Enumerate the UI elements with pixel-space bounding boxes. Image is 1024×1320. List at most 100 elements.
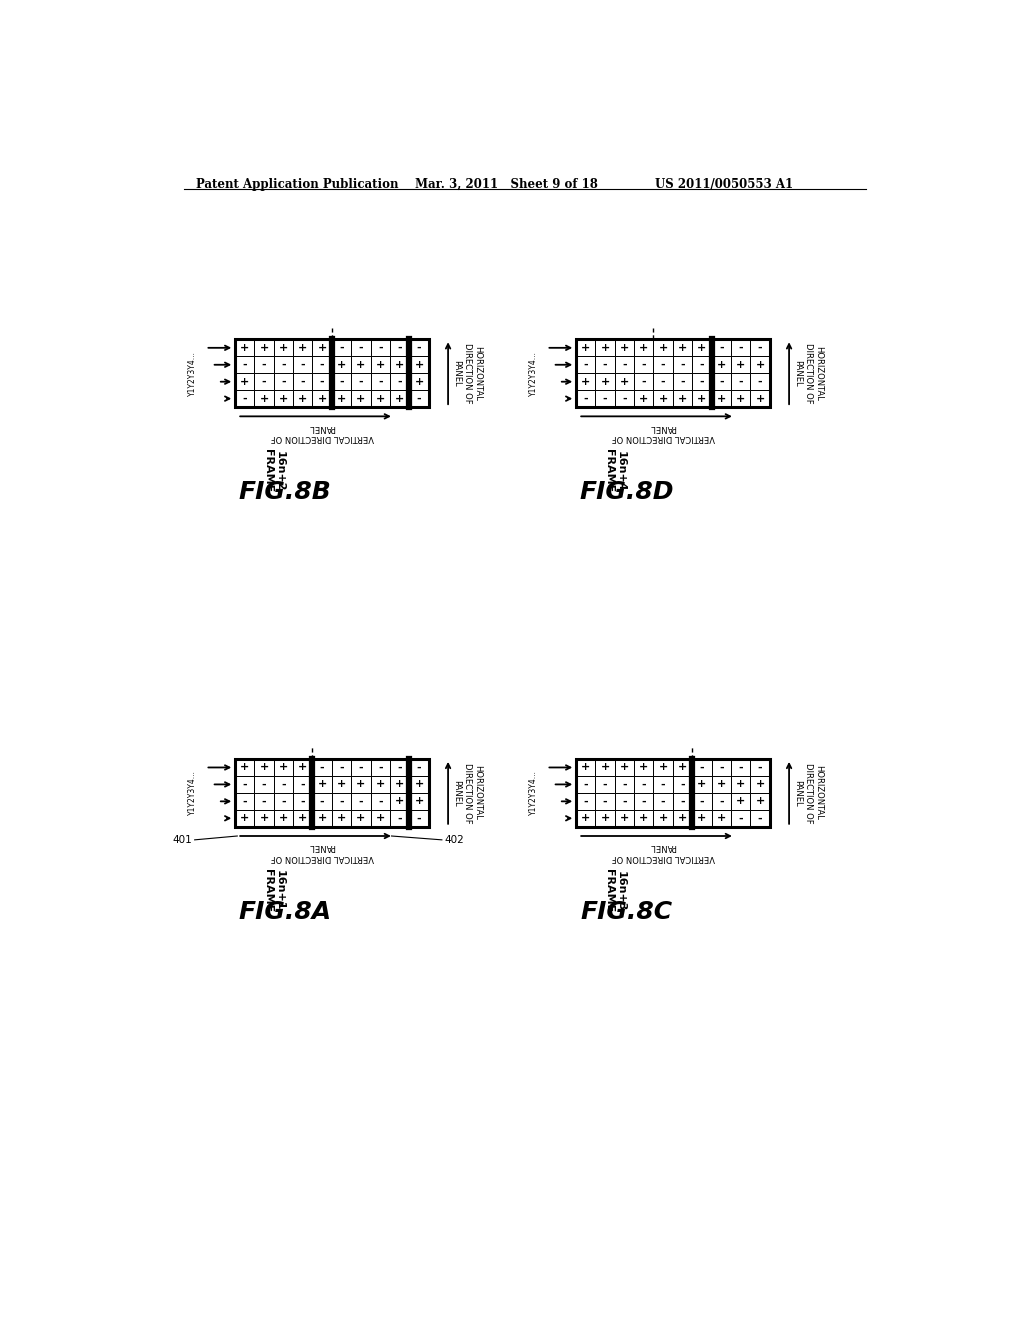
Text: +: + [259, 763, 268, 772]
Bar [673, 374, 692, 391]
Bar [390, 339, 410, 356]
Bar [731, 374, 751, 391]
Text: -: - [622, 360, 627, 370]
Text: +: + [678, 393, 687, 404]
Bar [653, 810, 673, 826]
Bar [332, 356, 351, 374]
Bar [254, 810, 273, 826]
Bar [332, 759, 351, 776]
Bar [312, 810, 332, 826]
Bar [234, 776, 254, 793]
Text: -: - [397, 813, 402, 824]
Text: -: - [417, 763, 421, 772]
Bar [351, 793, 371, 810]
Text: +: + [581, 343, 590, 352]
Text: +: + [279, 763, 288, 772]
Bar [351, 391, 371, 407]
Text: +: + [395, 393, 404, 404]
Bar [351, 339, 371, 356]
Text: -: - [584, 393, 588, 404]
Text: -: - [660, 779, 666, 789]
Text: +: + [600, 763, 609, 772]
Text: +: + [678, 343, 687, 352]
Bar [332, 339, 351, 356]
Text: +: + [259, 393, 268, 404]
Text: -: - [622, 393, 627, 404]
Bar [234, 793, 254, 810]
Bar [293, 374, 312, 391]
Text: +: + [337, 779, 346, 789]
Text: +: + [240, 813, 249, 824]
Text: +: + [279, 813, 288, 824]
Bar [634, 776, 653, 793]
Bar [575, 339, 770, 407]
Bar [332, 776, 351, 793]
Text: +: + [581, 813, 590, 824]
Text: +: + [376, 813, 385, 824]
Text: -: - [603, 779, 607, 789]
Bar [575, 759, 770, 826]
Text: -: - [738, 343, 743, 352]
Text: +: + [415, 376, 424, 387]
Text: -: - [680, 796, 685, 807]
Text: -: - [358, 343, 364, 352]
Text: HORIZONTAL
DIRECTION OF
PANEL: HORIZONTAL DIRECTION OF PANEL [794, 343, 823, 404]
Bar [390, 391, 410, 407]
Text: +: + [658, 763, 668, 772]
Bar [751, 759, 770, 776]
Bar [751, 793, 770, 810]
Bar [351, 776, 371, 793]
Text: +: + [395, 779, 404, 789]
Text: VERTICAL DIRECTION OF
PANEL: VERTICAL DIRECTION OF PANEL [611, 842, 715, 862]
Text: +: + [298, 393, 307, 404]
Bar [731, 339, 751, 356]
Text: -: - [262, 360, 266, 370]
Bar [575, 356, 595, 374]
Text: +: + [581, 376, 590, 387]
Text: +: + [395, 360, 404, 370]
Text: FIG.8B: FIG.8B [239, 480, 332, 504]
Bar [293, 391, 312, 407]
Bar [390, 759, 410, 776]
Bar [254, 776, 273, 793]
Text: +: + [600, 376, 609, 387]
Text: -: - [660, 796, 666, 807]
Text: -: - [339, 343, 344, 352]
Text: -: - [397, 376, 402, 387]
Bar [614, 391, 634, 407]
Text: 16n+4
FRAME: 16n+4 FRAME [604, 449, 626, 492]
Text: -: - [719, 796, 724, 807]
Bar [273, 810, 293, 826]
Bar [390, 776, 410, 793]
Text: +: + [337, 360, 346, 370]
Bar [595, 776, 614, 793]
Bar [692, 339, 712, 356]
Text: -: - [339, 763, 344, 772]
Bar [751, 810, 770, 826]
Bar [273, 391, 293, 407]
Bar [371, 339, 390, 356]
Bar [234, 339, 254, 356]
Text: +: + [756, 360, 765, 370]
Text: -: - [417, 813, 421, 824]
Bar [312, 391, 332, 407]
Bar [332, 374, 351, 391]
Text: -: - [243, 393, 247, 404]
Bar [293, 339, 312, 356]
Bar [614, 793, 634, 810]
Text: +: + [337, 813, 346, 824]
Text: +: + [240, 343, 249, 352]
Bar [673, 793, 692, 810]
Bar [595, 356, 614, 374]
Text: 16n+2
FRAME: 16n+2 FRAME [263, 449, 285, 492]
Bar [312, 776, 332, 793]
Text: +: + [756, 796, 765, 807]
Text: -: - [603, 393, 607, 404]
Bar [751, 776, 770, 793]
Bar [692, 374, 712, 391]
Text: +: + [658, 393, 668, 404]
Text: +: + [317, 393, 327, 404]
Text: +: + [298, 763, 307, 772]
Text: +: + [317, 779, 327, 789]
Text: +: + [279, 343, 288, 352]
